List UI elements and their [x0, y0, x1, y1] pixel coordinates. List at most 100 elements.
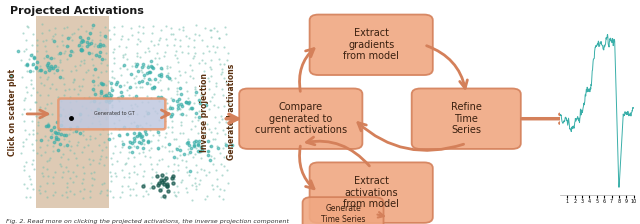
Point — [181, 101, 191, 104]
Point — [147, 64, 157, 68]
Point — [179, 152, 189, 156]
Text: Fig. 2. Read more on clicking the projected activations, the inverse projection : Fig. 2. Read more on clicking the projec… — [6, 219, 289, 224]
Point — [119, 63, 129, 67]
Point — [138, 146, 148, 150]
Point — [42, 64, 52, 67]
Point — [181, 100, 191, 103]
Point — [46, 56, 56, 60]
Point — [102, 95, 113, 98]
Point — [83, 36, 93, 39]
Point — [164, 77, 175, 80]
Point — [117, 94, 127, 98]
Point — [137, 66, 147, 69]
Point — [76, 48, 86, 52]
Point — [153, 95, 163, 99]
Point — [51, 131, 61, 135]
Point — [143, 139, 154, 142]
Point — [157, 173, 167, 177]
Point — [188, 143, 198, 146]
Point — [61, 44, 72, 48]
Text: Click on scatter plot: Click on scatter plot — [8, 69, 17, 155]
Point — [77, 38, 88, 42]
Point — [147, 65, 157, 69]
Point — [168, 99, 178, 102]
Point — [135, 132, 145, 136]
Point — [106, 81, 116, 85]
Point — [195, 149, 205, 152]
Point — [93, 107, 103, 111]
Point — [52, 148, 63, 151]
Point — [106, 98, 116, 102]
Point — [173, 103, 183, 107]
Point — [84, 52, 94, 55]
Point — [13, 49, 23, 53]
Point — [51, 136, 61, 139]
Point — [195, 101, 205, 105]
Point — [182, 140, 193, 144]
Point — [53, 131, 63, 135]
Point — [71, 130, 81, 133]
Point — [159, 112, 169, 116]
Point — [162, 185, 172, 188]
Point — [167, 106, 177, 110]
Point — [88, 79, 98, 83]
Point — [183, 101, 193, 105]
Point — [52, 120, 62, 124]
Point — [83, 43, 93, 46]
Point — [191, 139, 201, 143]
Point — [88, 24, 98, 27]
Point — [28, 62, 38, 66]
Point — [112, 80, 122, 83]
Point — [122, 132, 132, 136]
Point — [98, 43, 108, 46]
Point — [42, 124, 52, 127]
Point — [75, 131, 85, 135]
Point — [221, 143, 232, 147]
Text: Inverse projection: Inverse projection — [200, 73, 209, 151]
Point — [98, 82, 108, 86]
Point — [53, 137, 63, 141]
Point — [145, 71, 156, 74]
Point — [161, 184, 172, 187]
Point — [129, 136, 140, 140]
Point — [42, 54, 52, 58]
Point — [97, 82, 107, 86]
Point — [49, 39, 60, 43]
Point — [132, 134, 143, 138]
Point — [102, 98, 113, 102]
Point — [143, 140, 154, 144]
Point — [90, 67, 100, 71]
Point — [168, 181, 178, 185]
Point — [185, 170, 195, 173]
Point — [144, 70, 154, 74]
Bar — [36, 16, 109, 208]
Point — [168, 174, 178, 178]
Point — [175, 86, 186, 90]
Point — [56, 123, 66, 127]
Point — [159, 178, 169, 182]
Point — [24, 69, 35, 73]
Point — [97, 58, 107, 61]
Point — [195, 115, 205, 118]
Point — [106, 94, 116, 97]
Point — [136, 136, 147, 139]
Point — [41, 124, 51, 128]
Point — [142, 71, 152, 75]
Point — [138, 184, 148, 188]
Point — [31, 66, 41, 70]
Point — [167, 176, 177, 179]
Point — [132, 62, 142, 66]
Point — [83, 44, 93, 48]
Point — [54, 51, 65, 54]
Point — [140, 73, 150, 77]
Point — [104, 138, 115, 141]
Point — [46, 67, 56, 70]
Point — [227, 144, 237, 147]
Point — [43, 61, 53, 64]
Point — [82, 41, 92, 44]
Point — [75, 112, 85, 116]
Text: Compare
generated to
current activations: Compare generated to current activations — [255, 102, 347, 135]
Point — [62, 144, 72, 147]
Point — [94, 42, 104, 46]
Point — [50, 130, 60, 134]
